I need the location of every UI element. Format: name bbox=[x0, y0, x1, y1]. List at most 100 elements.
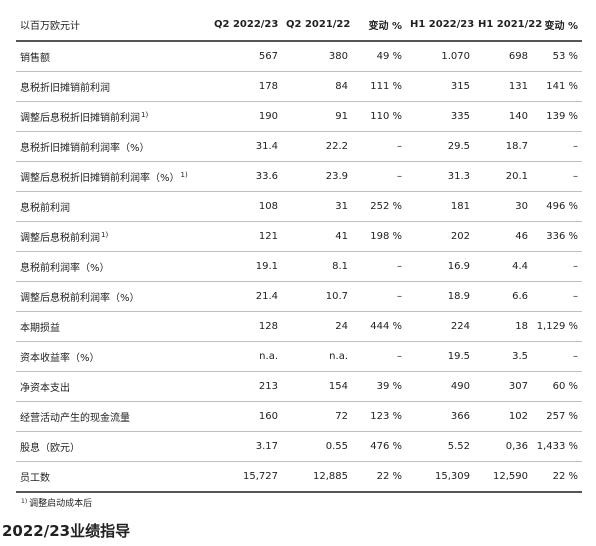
table-cell: 0,36 bbox=[505, 441, 528, 452]
table-cell: 154 bbox=[328, 381, 348, 392]
table-cell: 336 % bbox=[546, 231, 578, 242]
financial-table: 以百万欧元计 Q2 2022/23 Q2 2021/22 变动 % H1 202… bbox=[16, 8, 582, 493]
table-cell: 8.1 bbox=[332, 261, 348, 272]
table-row: 本期损益 128 24 444 % 224 18 1,129 % bbox=[16, 311, 582, 342]
header-h1-2022-23: H1 2022/23 bbox=[410, 18, 475, 30]
table-cell: 160 bbox=[258, 411, 278, 422]
table-cell: 60 % bbox=[552, 381, 578, 392]
table-cell: 141 % bbox=[546, 81, 578, 92]
header-q2-change: 变动 % bbox=[368, 20, 402, 32]
row-label-text: 销售额 bbox=[20, 53, 50, 64]
table-cell: 108 bbox=[258, 201, 278, 212]
table-cell: 213 bbox=[258, 381, 278, 392]
footnote-ref: 1) bbox=[101, 231, 109, 239]
table-cell: 366 bbox=[450, 411, 470, 422]
table-cell: 307 bbox=[508, 381, 528, 392]
table-cell: 131 bbox=[508, 81, 528, 92]
table-row: 销售额 567 380 49 % 1.070 698 53 % bbox=[16, 41, 582, 72]
table-cell: 18.7 bbox=[505, 141, 528, 152]
row-label-text: 息税前利润 bbox=[20, 203, 70, 214]
row-label-text: 资本收益率（%） bbox=[20, 353, 100, 364]
table-cell: 72 bbox=[335, 411, 348, 422]
table-cell: 22 % bbox=[376, 471, 402, 482]
table-row: 息税前利润 108 31 252 % 181 30 496 % bbox=[16, 191, 582, 222]
table-cell: – bbox=[573, 171, 578, 182]
row-label: 经营活动产生的现金流量 bbox=[16, 402, 210, 432]
table-cell: 20.1 bbox=[505, 171, 528, 182]
table-cell: 41 bbox=[335, 231, 348, 242]
table-cell: 6.6 bbox=[512, 291, 528, 302]
table-cell: – bbox=[397, 351, 402, 362]
table-cell: 476 % bbox=[370, 441, 402, 452]
table-cell: 224 bbox=[450, 321, 470, 332]
table-cell: 31.3 bbox=[447, 171, 470, 182]
table-cell: 496 % bbox=[546, 201, 578, 212]
footnote-ref: 1) bbox=[180, 171, 188, 179]
table-cell: 53 % bbox=[552, 51, 578, 62]
row-label-text: 调整后息税折旧摊销前利润 bbox=[20, 113, 140, 124]
table-row: 调整后息税折旧摊销前利润率（%）1) 33.6 23.9 – 31.3 20.1 – bbox=[16, 161, 582, 192]
table-cell: 31.4 bbox=[255, 141, 278, 152]
table-cell: 123 % bbox=[370, 411, 402, 422]
row-label-text: 调整后息税前利润 bbox=[20, 233, 100, 244]
table-cell: 21.4 bbox=[255, 291, 278, 302]
table-cell: 1.070 bbox=[441, 51, 470, 62]
table-cell: 3.5 bbox=[512, 351, 528, 362]
table-cell: 18.9 bbox=[447, 291, 470, 302]
table-cell: 22 % bbox=[552, 471, 578, 482]
table-cell: 111 % bbox=[370, 81, 402, 92]
table-cell: 110 % bbox=[370, 111, 402, 122]
header-q2-2022-23: Q2 2022/23 bbox=[214, 18, 279, 30]
table-cell: 444 % bbox=[370, 321, 402, 332]
row-label: 调整后息税折旧摊销前利润率（%）1) bbox=[16, 162, 210, 192]
table-body: 销售额 567 380 49 % 1.070 698 53 % 息税折旧摊销前利润 178 84 1… bbox=[16, 41, 582, 492]
table-cell: 30 bbox=[515, 201, 528, 212]
table-row: 资本收益率（%） n.a. n.a. – 19.5 3.5 – bbox=[16, 341, 582, 372]
row-label-text: 本期损益 bbox=[20, 323, 60, 334]
table-cell: – bbox=[397, 291, 402, 302]
table-cell: 16.9 bbox=[447, 261, 470, 272]
table-cell: 3.17 bbox=[255, 441, 278, 452]
table-row: 员工数 15,727 12,885 22 % 15,309 12,590 22 % bbox=[16, 461, 582, 493]
table-cell: 121 bbox=[258, 231, 278, 242]
table-cell: 29.5 bbox=[447, 141, 470, 152]
table-cell: 4.4 bbox=[512, 261, 528, 272]
table-cell: – bbox=[573, 291, 578, 302]
table-cell: 46 bbox=[515, 231, 528, 242]
table-row: 息税前利润率（%） 19.1 8.1 – 16.9 4.4 – bbox=[16, 251, 582, 282]
row-label-text: 息税折旧摊销前利润 bbox=[20, 83, 110, 94]
row-label: 息税前利润率（%） bbox=[16, 252, 210, 282]
table-cell: 190 bbox=[258, 111, 278, 122]
table-cell: n.a. bbox=[329, 351, 348, 362]
table-cell: 1,433 % bbox=[536, 441, 578, 452]
table-row: 调整后息税折旧摊销前利润1) 190 91 110 % 335 140 139 % bbox=[16, 101, 582, 132]
row-label: 调整后息税前利润率（%） bbox=[16, 282, 210, 312]
row-label: 息税折旧摊销前利润率（%） bbox=[16, 132, 210, 162]
table-cell: 84 bbox=[335, 81, 348, 92]
table-cell: 12,590 bbox=[493, 471, 528, 482]
row-label-text: 息税折旧摊销前利润率（%） bbox=[20, 143, 150, 154]
table-cell: 102 bbox=[508, 411, 528, 422]
table-cell: 49 % bbox=[376, 51, 402, 62]
row-label: 员工数 bbox=[16, 462, 210, 493]
table-cell: 5.52 bbox=[447, 441, 470, 452]
row-label: 净资本支出 bbox=[16, 372, 210, 402]
table-cell: 1,129 % bbox=[536, 321, 578, 332]
row-label-text: 调整后息税折旧摊销前利润率（%） bbox=[20, 173, 180, 184]
table-cell: – bbox=[397, 171, 402, 182]
header-q2-2021-22: Q2 2021/22 bbox=[286, 18, 351, 30]
table-cell: – bbox=[397, 261, 402, 272]
table-cell: 22.2 bbox=[325, 141, 348, 152]
row-label-text: 净资本支出 bbox=[20, 383, 70, 394]
table-cell: 567 bbox=[258, 51, 278, 62]
row-label: 销售额 bbox=[16, 41, 210, 72]
row-label: 股息（欧元） bbox=[16, 432, 210, 462]
row-label-text: 股息（欧元） bbox=[20, 443, 80, 454]
table-cell: 18 bbox=[515, 321, 528, 332]
row-label: 资本收益率（%） bbox=[16, 342, 210, 372]
section-heading: 2022/23业绩指导 bbox=[2, 522, 131, 540]
table-cell: 257 % bbox=[546, 411, 578, 422]
table-cell: 315 bbox=[450, 81, 470, 92]
header-h1-2021-22: H1 2021/22 bbox=[478, 18, 543, 30]
